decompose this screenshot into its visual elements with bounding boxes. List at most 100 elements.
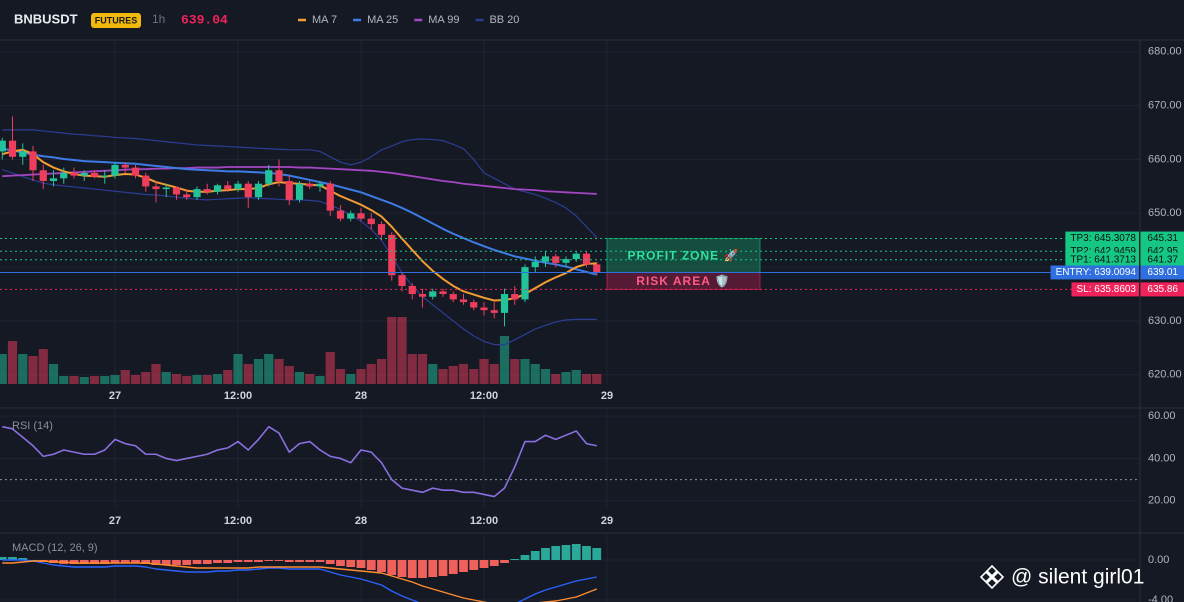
macd-line — [2, 559, 597, 602]
volume-bar — [335, 369, 346, 384]
volume-bar — [530, 364, 540, 384]
x-tick-label: 29 — [601, 515, 613, 527]
histogram-bar — [233, 560, 243, 562]
histogram-bar — [489, 560, 499, 566]
histogram-bar — [202, 560, 212, 564]
histogram-bar — [110, 560, 120, 563]
candle-body — [593, 264, 601, 273]
watermark-icon — [979, 564, 1005, 590]
histogram-bar — [448, 560, 458, 574]
histogram-bar — [18, 558, 28, 560]
volume-bar — [540, 369, 551, 384]
histogram-bar — [356, 560, 366, 568]
watermark: @ silent girl01 — [979, 564, 1144, 590]
volume-bar — [243, 364, 253, 384]
volume-bar — [120, 370, 130, 384]
candle-body — [193, 189, 201, 198]
candle-body — [439, 291, 447, 295]
volume-bar — [233, 354, 243, 384]
volume-bar — [489, 364, 499, 384]
histogram-bar — [541, 548, 550, 560]
candle-body — [172, 187, 181, 195]
y-tick-label: 20.00 — [1148, 495, 1176, 507]
histogram-bar — [520, 555, 530, 560]
volume-bar — [407, 354, 417, 384]
band-upper — [2, 129, 598, 238]
candle-body — [582, 253, 591, 265]
volume-bar — [182, 376, 192, 384]
candle-body — [521, 267, 529, 300]
watermark-text: @ silent girl01 — [1011, 566, 1144, 589]
y-tick-label: 60.00 — [1148, 410, 1176, 422]
candle-body — [275, 170, 283, 182]
volume-bar — [366, 364, 376, 384]
level-label: SL: 635.8603 — [1077, 284, 1137, 295]
candle-body — [19, 151, 27, 157]
interval: 1h — [152, 12, 165, 26]
volume-bar — [458, 364, 469, 384]
histogram-bar — [284, 560, 294, 562]
candle-body — [213, 185, 222, 192]
histogram-bar — [264, 560, 274, 561]
axis-level-label: 639.01 — [1147, 267, 1178, 278]
signal-line — [2, 560, 598, 602]
candle-body — [111, 164, 119, 176]
legend: MA 7 MA 25 MA 99 BB 20 — [298, 14, 519, 26]
volume-bar — [79, 377, 89, 384]
histogram-bar — [100, 560, 110, 564]
candle-body — [90, 172, 99, 177]
candle-body — [306, 183, 314, 187]
candle-body — [367, 218, 375, 225]
x-tick-label: 29 — [601, 390, 613, 402]
main-pane — [0, 116, 602, 384]
histogram-bar — [120, 560, 130, 563]
y-tick-label: -4.00 — [1148, 594, 1173, 602]
volume-bar — [428, 364, 438, 384]
candle-body — [121, 164, 129, 168]
candle-body — [244, 183, 252, 198]
volume-bar — [264, 354, 274, 384]
volume-bar — [376, 359, 387, 384]
volume-bar — [151, 364, 161, 384]
histogram-bar — [141, 560, 151, 564]
histogram-bar — [510, 559, 520, 560]
volume-bar — [69, 376, 79, 384]
axis-level-label: 641.37 — [1147, 254, 1178, 265]
candle-body — [234, 183, 242, 190]
volume-bar — [520, 359, 530, 384]
histogram-bar — [469, 560, 479, 570]
histogram-bar — [315, 560, 325, 562]
level-label: TP2: 642.9459 — [1070, 246, 1136, 257]
x-tick-label: 12:00 — [470, 390, 498, 402]
histogram-bar — [582, 546, 591, 560]
histogram-bar — [551, 546, 561, 560]
last-price: 639.04 — [181, 12, 228, 27]
legend-label: MA 25 — [367, 14, 398, 26]
volume-bar — [48, 364, 59, 384]
candle-body — [531, 261, 539, 268]
candle-body — [49, 178, 58, 182]
candle-body — [162, 187, 170, 190]
volume-bar — [448, 366, 458, 384]
volume-bar — [212, 374, 223, 384]
axis-level-label: 645.31 — [1147, 233, 1178, 244]
volume-bar — [438, 369, 448, 384]
x-tick-label: 12:00 — [470, 515, 498, 527]
candle-body — [60, 172, 68, 179]
x-tick-label: 28 — [355, 515, 367, 527]
level-label: TP3: 645.3078 — [1070, 233, 1136, 244]
histogram-bar — [561, 545, 571, 560]
rsi-line — [2, 425, 597, 498]
histogram-bar — [243, 560, 253, 562]
histogram-bar — [500, 560, 509, 563]
candle-body — [265, 170, 273, 184]
legend-label: BB 20 — [489, 14, 519, 26]
volume-bar — [171, 374, 182, 384]
histogram-bar — [28, 560, 38, 561]
level-label-bg — [1050, 265, 1139, 280]
volume-bar — [161, 372, 171, 384]
y-tick-label: 670.00 — [1148, 100, 1182, 112]
volume-bar — [192, 375, 202, 384]
histogram-bar — [366, 560, 376, 570]
